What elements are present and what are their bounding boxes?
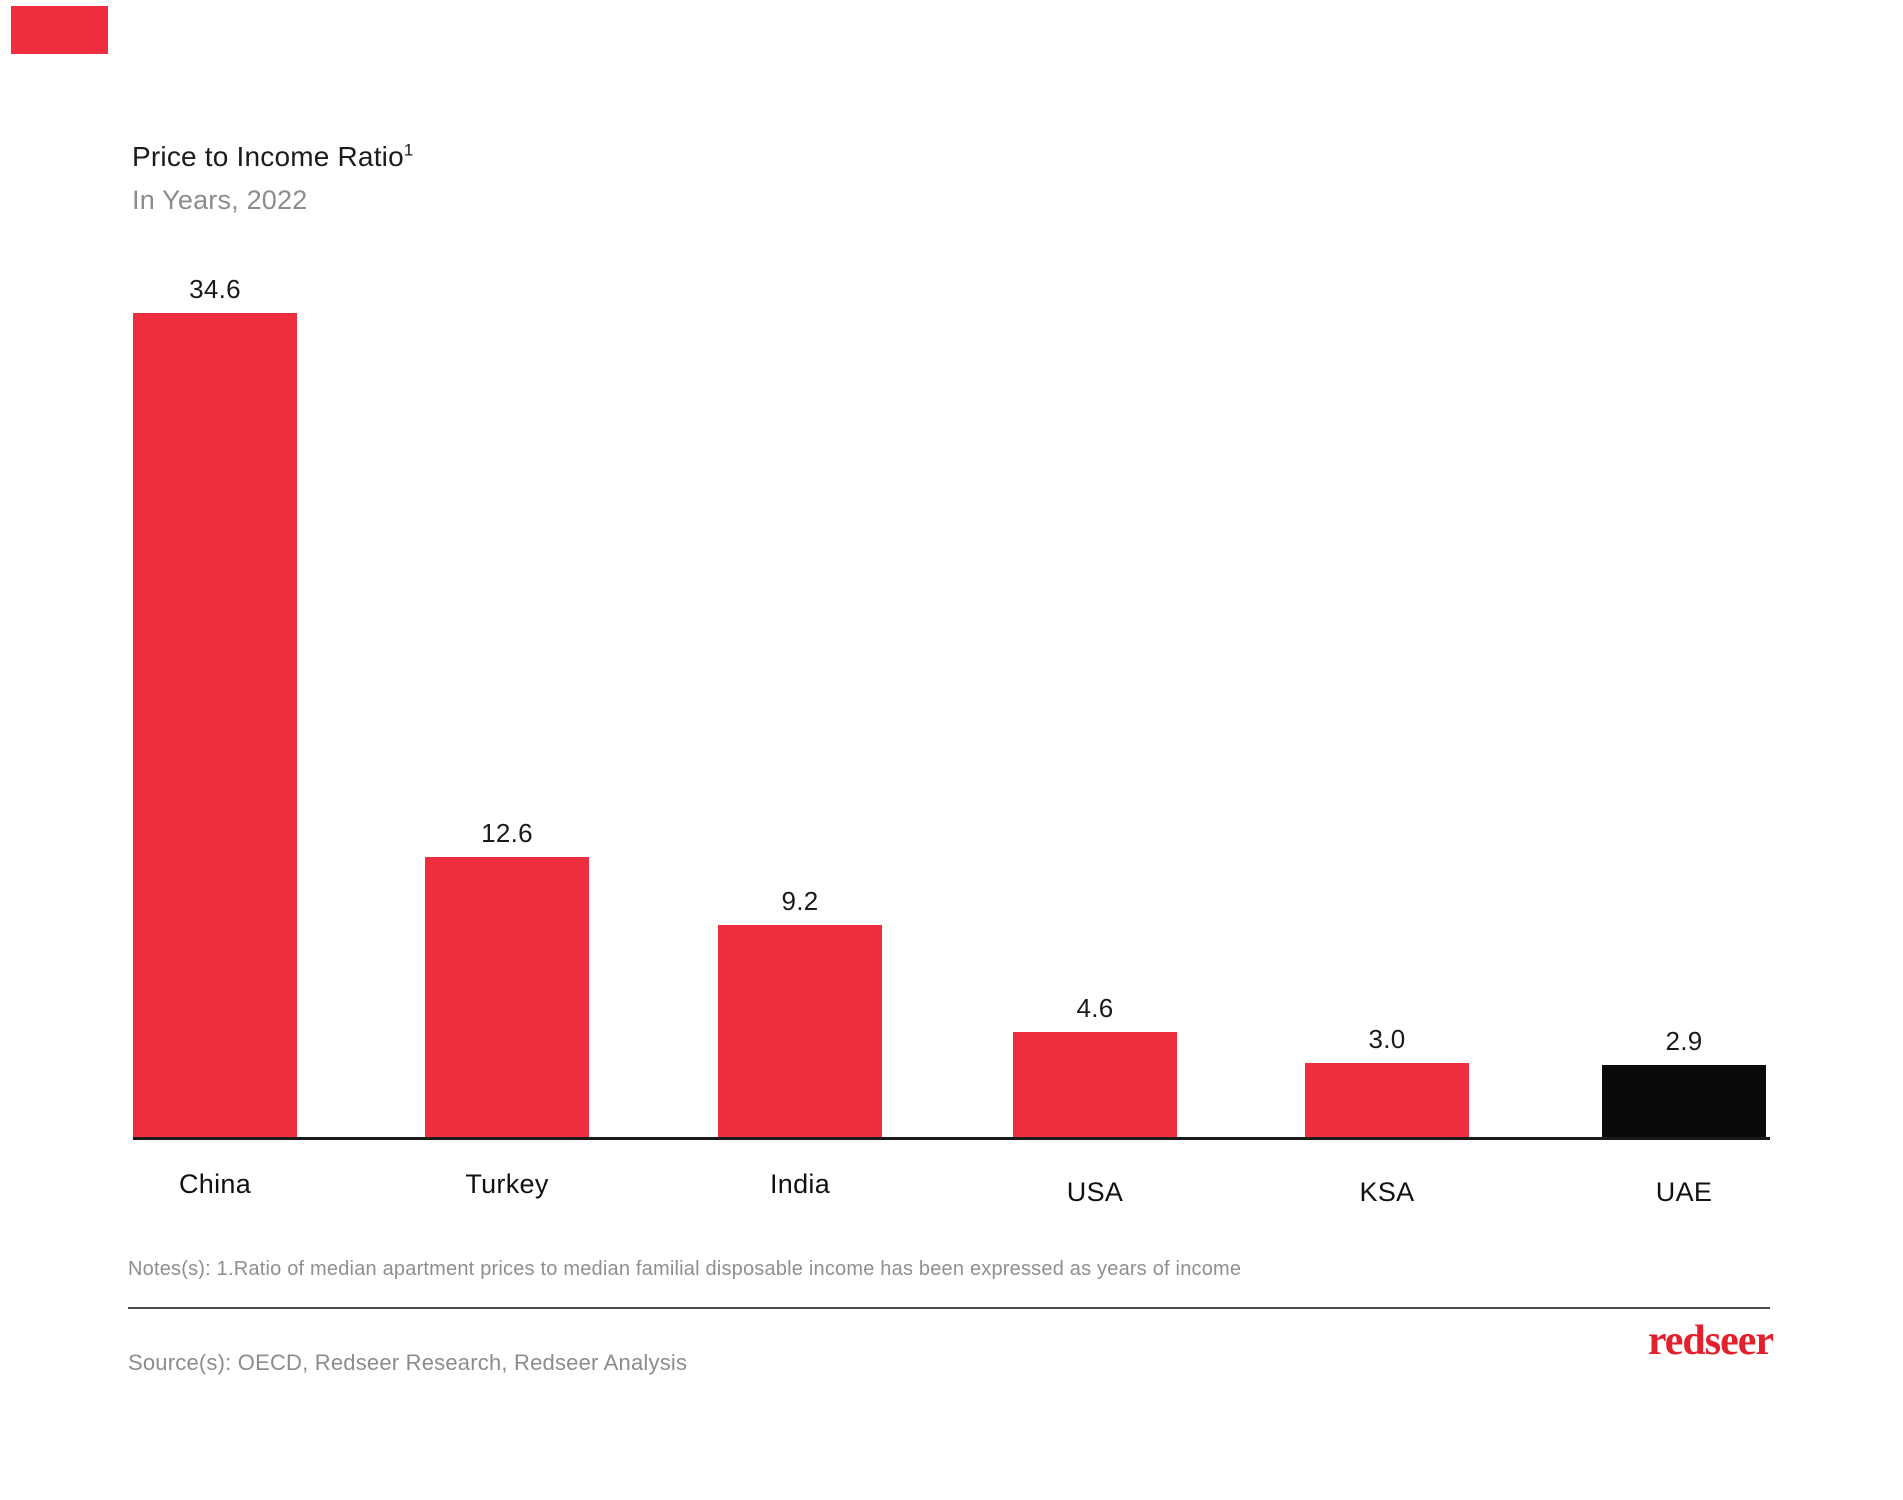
chart-title-footnote-marker: 1 xyxy=(403,140,414,160)
bar-turkey xyxy=(425,857,589,1139)
bar-china xyxy=(133,313,297,1139)
brand-accent-block xyxy=(11,6,108,54)
value-label-india: 9.2 xyxy=(781,886,819,916)
source-text: Source(s): OECD, Redseer Research, Redse… xyxy=(128,1350,688,1375)
value-label-usa: 4.6 xyxy=(1076,993,1114,1023)
category-label-ksa: KSA xyxy=(1359,1177,1415,1207)
value-label-turkey: 12.6 xyxy=(481,818,533,848)
x-axis-line xyxy=(133,1137,1770,1140)
bar-usa xyxy=(1013,1032,1177,1139)
category-label-usa: USA xyxy=(1066,1177,1124,1207)
notes-text: Notes(s): 1.Ratio of median apartment pr… xyxy=(128,1258,1242,1280)
value-label-uae: 2.9 xyxy=(1665,1026,1703,1056)
value-label-china: 34.6 xyxy=(189,274,241,304)
bar-uae xyxy=(1602,1065,1766,1139)
chart-title-text: Price to Income Ratio xyxy=(132,141,404,172)
footer-divider-line xyxy=(128,1307,1770,1309)
category-label-china: China xyxy=(178,1169,252,1199)
category-label-india: India xyxy=(769,1169,831,1199)
redseer-logo: redseer xyxy=(1647,1318,1774,1364)
category-label-uae: UAE xyxy=(1655,1177,1713,1207)
bar-ksa xyxy=(1305,1063,1469,1139)
category-label-turkey: Turkey xyxy=(465,1169,549,1199)
bar-india xyxy=(718,925,882,1139)
chart-title: Price to Income Ratio1 xyxy=(132,140,414,174)
value-label-ksa: 3.0 xyxy=(1368,1024,1406,1054)
chart-subtitle: In Years, 2022 xyxy=(132,185,308,215)
